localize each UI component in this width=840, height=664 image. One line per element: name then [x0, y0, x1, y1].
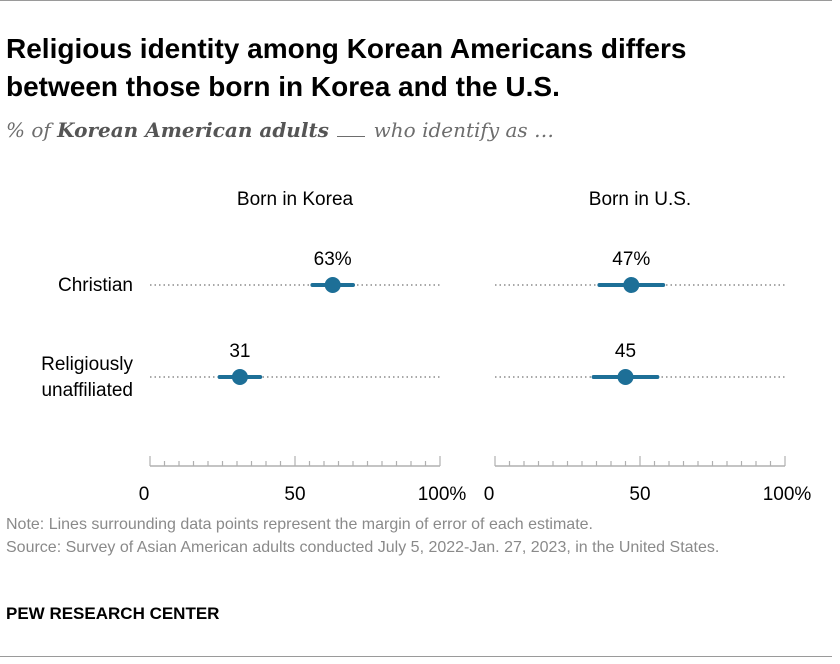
category-label: Religiously: [41, 354, 133, 375]
brand-label: PEW RESEARCH CENTER: [6, 604, 220, 623]
subtitle-prefix: % of: [6, 118, 58, 142]
data-point: [617, 369, 634, 385]
bottom-rule: [0, 656, 832, 657]
subtitle-blank: [337, 122, 366, 137]
chart-title: Religious identity among Korean American…: [6, 33, 687, 102]
panel-title: Born in U.S.: [589, 189, 691, 210]
data-label: 45: [615, 341, 636, 362]
x-tick-label: 0: [139, 484, 150, 505]
x-tick-label: 100%: [418, 484, 467, 505]
notes: Note: Lines surrounding data points repr…: [6, 513, 806, 559]
data-point: [623, 277, 640, 293]
top-rule: [0, 0, 832, 1]
dot-plot-chart: Christian Religiously unaffiliated Born in …: [41, 189, 812, 505]
x-tick-label: 50: [629, 484, 650, 505]
data-point: [231, 369, 248, 385]
subtitle-suffix: who identify as …: [367, 118, 555, 142]
chart-subtitle: % of Korean American adults who identify…: [6, 118, 554, 142]
data-label: 31: [229, 341, 250, 362]
data-label: 63%: [314, 249, 352, 270]
data-point: [324, 277, 341, 293]
panel-title: Born in Korea: [237, 189, 354, 210]
x-tick-label: 50: [284, 484, 305, 505]
note-text: Note: Lines surrounding data points repr…: [6, 516, 593, 533]
x-tick-label: 0: [484, 484, 495, 505]
source-text: Source: Survey of Asian American adults …: [6, 539, 720, 556]
x-tick-label: 100%: [763, 484, 812, 505]
data-label: 47%: [612, 249, 650, 270]
subtitle-bold: Korean American adults: [57, 118, 329, 142]
category-label: Christian: [58, 275, 133, 296]
category-label: unaffiliated: [41, 380, 133, 401]
